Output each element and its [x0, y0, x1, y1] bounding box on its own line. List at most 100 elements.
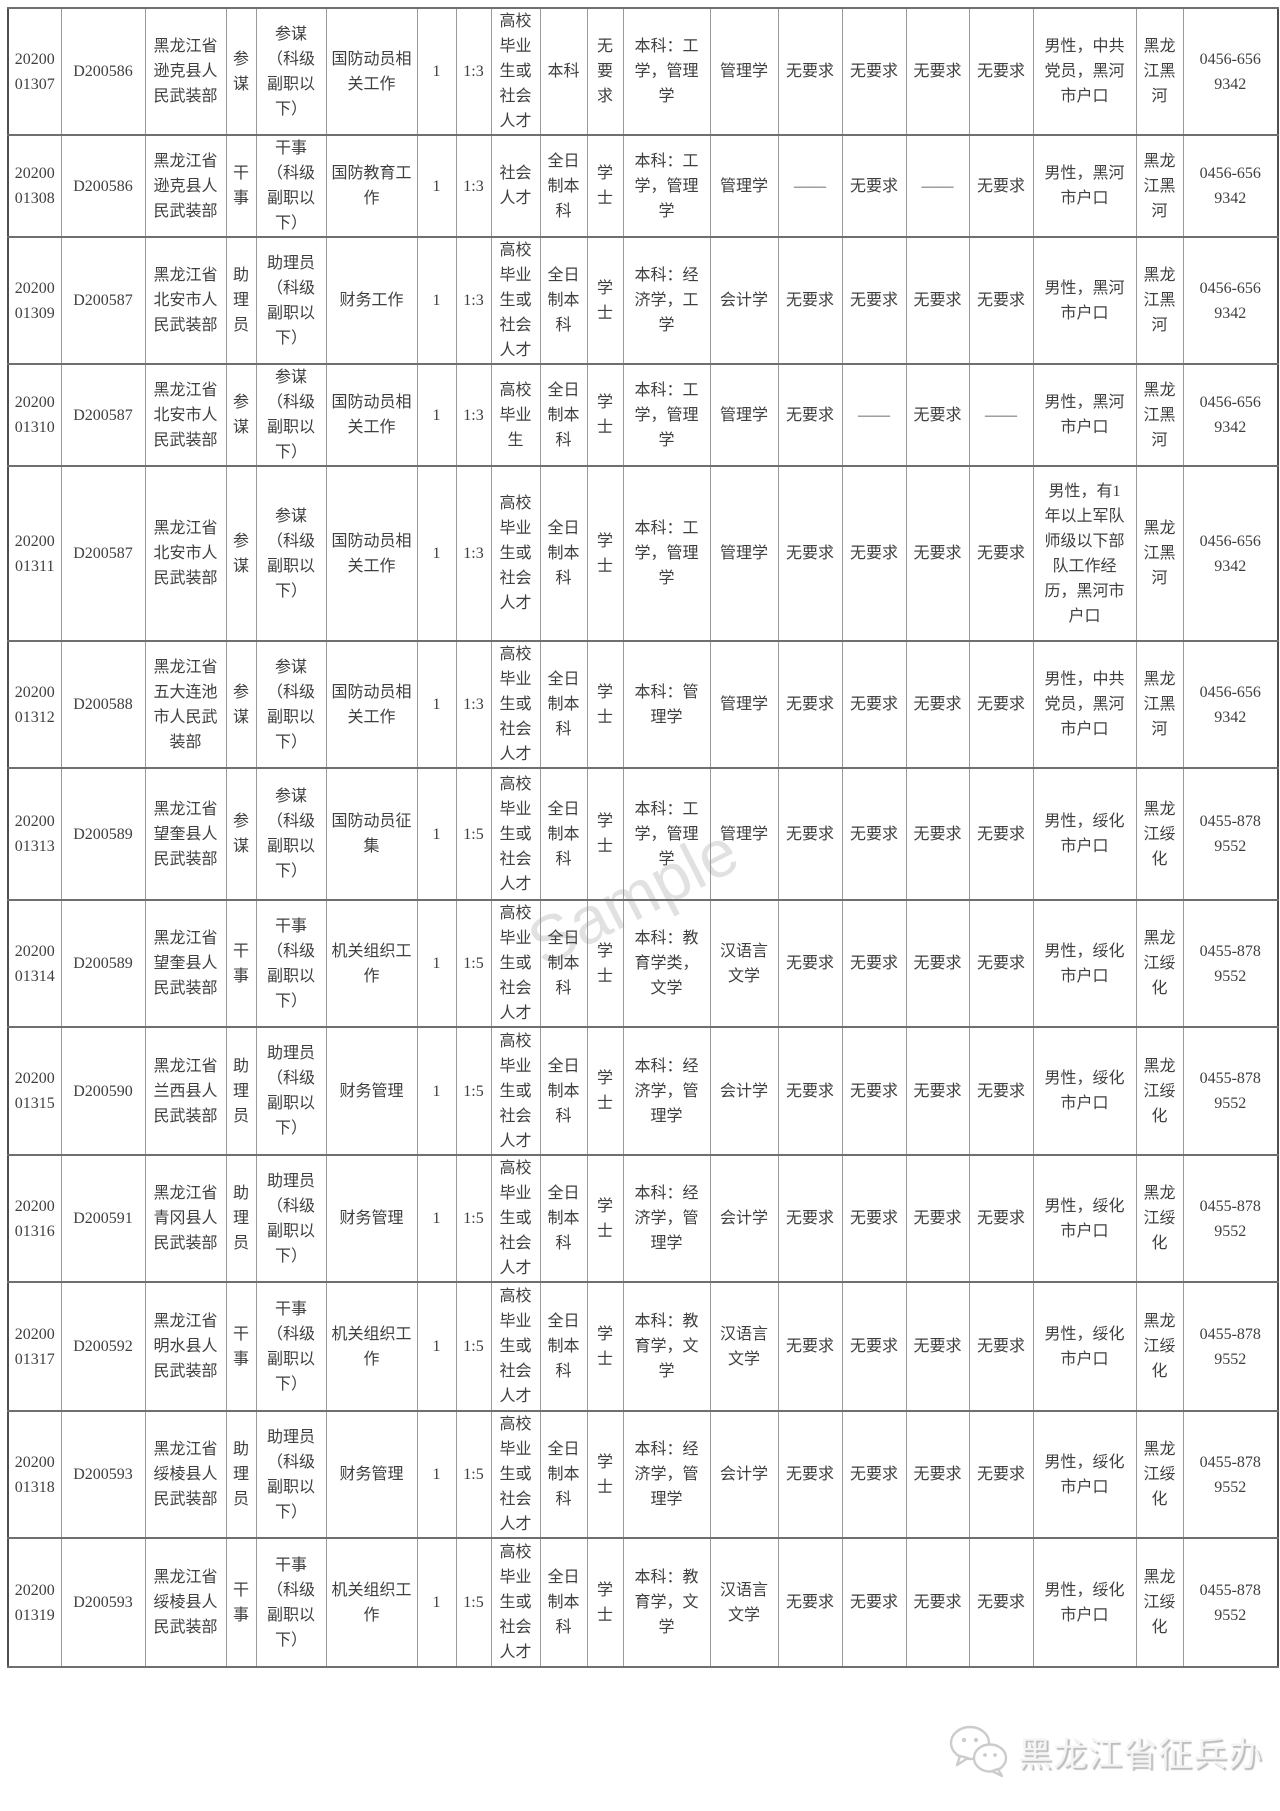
table-cell-area: 黑龙江黑河: [1135, 640, 1184, 769]
table-cell-code: 20200 01316: [7, 1154, 62, 1283]
table-cell-post: 助理员: [225, 1154, 257, 1283]
table-row: 20200 01308 D200586 黑龙江省逊克县人民武装部 干事 干事 （科级副职…: [7, 134, 1279, 238]
table-cell-num: 1: [416, 363, 457, 467]
table-cell-major: 管理学: [709, 767, 779, 901]
table-cell-phone: 0455-878 9552: [1182, 899, 1279, 1028]
table-cell-rank: 参谋 （科级副职以下）: [255, 465, 327, 642]
table-cell-req4: 无要求: [968, 236, 1034, 365]
table-cell-req3: 无要求: [905, 1154, 970, 1283]
table-cell-ratio: 1:3: [455, 363, 492, 467]
table-cell-source: 高校毕业生: [490, 363, 541, 467]
table-cell-area: 黑龙江绥化: [1135, 1026, 1184, 1156]
table-cell-req1: 无要求: [777, 899, 843, 1028]
table-cell-majors: 本科：经济学，管理学: [622, 1026, 711, 1156]
table-cell-majors: 本科：工学，管理学: [622, 7, 711, 136]
table-cell-duty: 国防动员征集: [325, 767, 418, 901]
table-cell-rank: 参谋 （科级副职以下）: [255, 7, 327, 136]
table-cell-degree: 学士: [586, 465, 624, 642]
table-cell-req4: 无要求: [968, 134, 1034, 238]
table-cell-area: 黑龙江黑河: [1135, 465, 1184, 642]
table-cell-req1: 无要求: [777, 1537, 843, 1668]
table-cell-area: 黑龙江黑河: [1135, 236, 1184, 365]
table-cell-other: 男性，绥化市户口: [1032, 1026, 1137, 1156]
table-cell-dept: 黑龙江省逊克县人民武装部: [144, 7, 227, 136]
table-cell-dept: 黑龙江省望奎县人民武装部: [144, 767, 227, 901]
table-cell-num: 1: [416, 767, 457, 901]
table-cell-major: 管理学: [709, 640, 779, 769]
table-cell-phone: 0455-878 9552: [1182, 767, 1279, 901]
table-cell-ratio: 1:5: [455, 899, 492, 1028]
table-cell-edu: 全日制本科: [539, 1537, 588, 1668]
table-cell-phone: 0455-878 9552: [1182, 1410, 1279, 1539]
table-cell-majors: 本科：管理学: [622, 640, 711, 769]
table-cell-req2: 无要求: [841, 899, 907, 1028]
table-cell-req1: 无要求: [777, 7, 843, 136]
table-cell-edu: 全日制本科: [539, 465, 588, 642]
table-cell-req1: 无要求: [777, 1026, 843, 1156]
table-cell-duty: 国防动员相关工作: [325, 363, 418, 467]
table-cell-area: 黑龙江绥化: [1135, 1537, 1184, 1668]
table-cell-edu: 全日制本科: [539, 899, 588, 1028]
table-cell-dept_code: D200586: [60, 7, 146, 136]
table-row: 20200 01310 D200587 黑龙江省北安市人民武装部 参谋 参谋 （科级副职…: [7, 363, 1279, 467]
table-cell-dept_code: D200590: [60, 1026, 146, 1156]
table-cell-dept: 黑龙江省绥棱县人民武装部: [144, 1410, 227, 1539]
table-cell-rank: 参谋 （科级副职以下）: [255, 363, 327, 467]
table-cell-majors: 本科：经济学，工学: [622, 236, 711, 365]
table-cell-code: 20200 01314: [7, 899, 62, 1028]
table-cell-major: 会计学: [709, 1410, 779, 1539]
table-cell-rank: 助理员 （科级副职以下）: [255, 1026, 327, 1156]
table-cell-edu: 全日制本科: [539, 767, 588, 901]
table-cell-post: 参谋: [225, 640, 257, 769]
table-cell-req4: 无要求: [968, 465, 1034, 642]
table-cell-num: 1: [416, 1154, 457, 1283]
table-cell-req1: 无要求: [777, 1410, 843, 1539]
table-cell-dept_code: D200588: [60, 640, 146, 769]
table-cell-source: 高校毕业生或社会人才: [490, 640, 541, 769]
table-cell-post: 干事: [225, 899, 257, 1028]
table-cell-rank: 干事 （科级副职以下）: [255, 1537, 327, 1668]
table-cell-dept_code: D200589: [60, 767, 146, 901]
table-cell-req3: ——: [905, 134, 970, 238]
table-cell-majors: 本科：经济学，管理学: [622, 1410, 711, 1539]
table-row: 20200 01312 D200588 黑龙江省五大连池市人民武装部 参谋 参谋 （科级…: [7, 640, 1279, 769]
table-row: 20200 01315 D200590 黑龙江省兰西县人民武装部 助理员 助理员 （科级…: [7, 1026, 1279, 1156]
table-cell-req3: 无要求: [905, 236, 970, 365]
table-cell-edu: 全日制本科: [539, 1026, 588, 1156]
table-cell-req3: 无要求: [905, 767, 970, 901]
table-cell-dept: 黑龙江省逊克县人民武装部: [144, 134, 227, 238]
table-cell-source: 高校毕业生或社会人才: [490, 465, 541, 642]
table-cell-phone: 0456-656 9342: [1182, 465, 1279, 642]
table-cell-other: 男性，中共党员，黑河市户口: [1032, 7, 1137, 136]
table-cell-degree: 学士: [586, 767, 624, 901]
recruitment-positions-table: 20200 01307 D200586 黑龙江省逊克县人民武装部 参谋 参谋 （科级副职…: [7, 7, 1279, 1668]
table-cell-ratio: 1:5: [455, 1026, 492, 1156]
table-cell-major: 管理学: [709, 7, 779, 136]
table-cell-major: 会计学: [709, 1154, 779, 1283]
table-cell-area: 黑龙江绥化: [1135, 899, 1184, 1028]
table-cell-major: 会计学: [709, 236, 779, 365]
table-cell-code: 20200 01319: [7, 1537, 62, 1668]
table-cell-code: 20200 01318: [7, 1410, 62, 1539]
table-cell-edu: 全日制本科: [539, 1281, 588, 1412]
table-cell-edu: 全日制本科: [539, 134, 588, 238]
table-cell-majors: 本科：工学，管理学: [622, 134, 711, 238]
table-cell-req2: 无要求: [841, 7, 907, 136]
table-cell-other: 男性，绥化市户口: [1032, 1154, 1137, 1283]
table-cell-dept_code: D200592: [60, 1281, 146, 1412]
table-cell-phone: 0456-656 9342: [1182, 7, 1279, 136]
table-cell-post: 助理员: [225, 236, 257, 365]
table-row: 20200 01313 D200589 黑龙江省望奎县人民武装部 参谋 参谋 （科级副职…: [7, 767, 1279, 901]
table-cell-req4: 无要求: [968, 899, 1034, 1028]
table-cell-ratio: 1:5: [455, 1154, 492, 1283]
table-cell-num: 1: [416, 1281, 457, 1412]
table-cell-rank: 干事 （科级副职以下）: [255, 134, 327, 238]
table-cell-source: 高校毕业生或社会人才: [490, 1410, 541, 1539]
table-cell-edu: 全日制本科: [539, 1154, 588, 1283]
table-cell-duty: 财务管理: [325, 1026, 418, 1156]
table-cell-other: 男性，有1年以上军队师级以下部队工作经历，黑河市户口: [1032, 465, 1137, 642]
table-cell-req2: 无要求: [841, 1026, 907, 1156]
table-cell-req3: 无要求: [905, 899, 970, 1028]
table-cell-source: 高校毕业生或社会人才: [490, 1537, 541, 1668]
table-cell-source: 高校毕业生或社会人才: [490, 236, 541, 365]
